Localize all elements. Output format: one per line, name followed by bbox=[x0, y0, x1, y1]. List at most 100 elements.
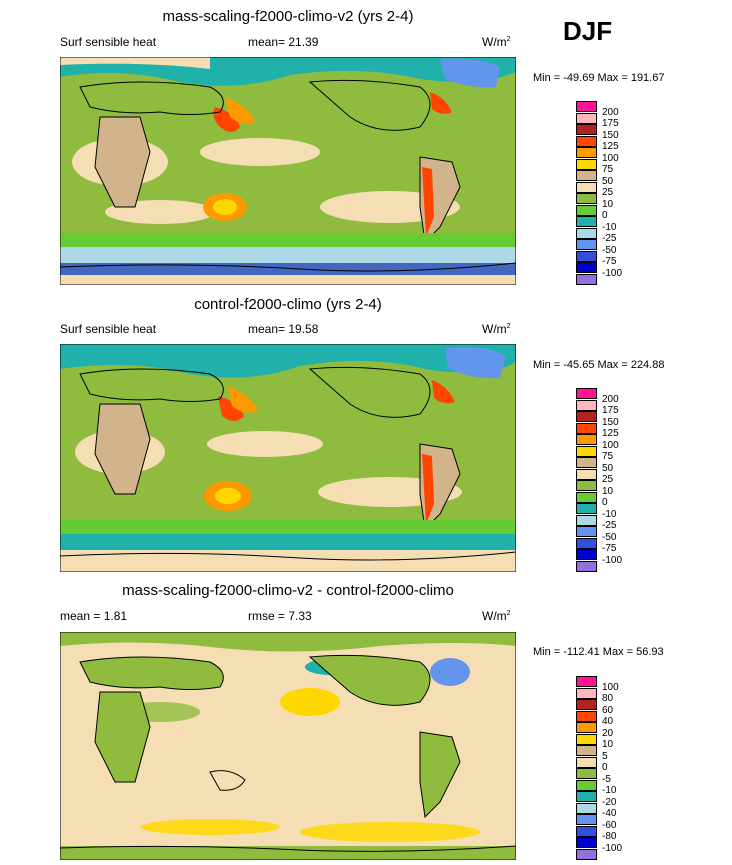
colorbar-tick-label: 80 bbox=[602, 693, 614, 704]
colorbar-tick-label: -100 bbox=[602, 267, 623, 279]
colorbar-swatch bbox=[576, 181, 597, 193]
colorbar-swatch bbox=[576, 457, 597, 468]
colorbar-swatch bbox=[576, 112, 597, 124]
colorbar-tick-label: -10 bbox=[602, 221, 617, 233]
colorbar-tick-label: 50 bbox=[602, 462, 614, 474]
colorbar-swatch bbox=[576, 560, 597, 572]
panel-3-units: W/m2 bbox=[482, 609, 511, 623]
colorbar-swatch bbox=[576, 158, 597, 170]
colorbar-tick-label: 125 bbox=[602, 428, 619, 439]
colorbar-tick-label: -40 bbox=[602, 808, 617, 819]
colorbar-swatch bbox=[576, 676, 597, 687]
colorbar-swatch bbox=[576, 399, 597, 411]
panel-3-map bbox=[60, 632, 516, 860]
colorbar-tick-label: -20 bbox=[602, 796, 617, 808]
colorbar-swatch bbox=[576, 848, 597, 860]
colorbar-swatch bbox=[576, 422, 597, 434]
colorbar-tick-label: 150 bbox=[602, 129, 619, 141]
colorbar-swatch bbox=[576, 814, 597, 825]
colorbar-swatch bbox=[576, 710, 597, 722]
colorbar-swatch bbox=[576, 193, 597, 204]
colorbar-tick-label: 125 bbox=[602, 141, 619, 152]
colorbar-tick-label: 20 bbox=[602, 727, 614, 739]
colorbar-tick-label: -100 bbox=[602, 842, 623, 854]
colorbar-swatch bbox=[576, 779, 597, 791]
colorbar-tick-label: 25 bbox=[602, 474, 614, 485]
colorbar-tick-label: -100 bbox=[602, 554, 623, 566]
colorbar-tick-label: 10 bbox=[602, 198, 614, 210]
colorbar-swatch bbox=[576, 687, 597, 699]
colorbar-tick-label: -10 bbox=[602, 508, 617, 520]
colorbar-tick-label: 0 bbox=[602, 762, 608, 773]
panel-2-units: W/m2 bbox=[482, 322, 511, 336]
panel-3-rmse: rmse = 7.33 bbox=[248, 609, 312, 623]
panel-3-mean: mean = 1.81 bbox=[60, 609, 128, 623]
colorbar-swatch bbox=[576, 537, 597, 549]
panel-2-minmax: Min = -45.65 Max = 224.88 bbox=[533, 359, 665, 371]
panel-1-mean: mean= 21.39 bbox=[248, 35, 319, 49]
colorbar-swatch bbox=[576, 699, 597, 710]
colorbar-swatch bbox=[576, 514, 597, 526]
colorbar-swatch bbox=[576, 135, 597, 147]
colorbar-tick-label: 175 bbox=[602, 118, 619, 129]
colorbar-swatch bbox=[576, 745, 597, 756]
colorbar-tick-label: -10 bbox=[602, 785, 617, 796]
colorbar-tick-label: 60 bbox=[602, 704, 614, 716]
colorbar-tick-label: 25 bbox=[602, 187, 614, 198]
colorbar-tick-label: -75 bbox=[602, 256, 617, 267]
colorbar-swatch bbox=[576, 491, 597, 503]
colorbar-swatch bbox=[576, 756, 597, 768]
colorbar-tick-label: 0 bbox=[602, 497, 608, 508]
colorbar-swatch bbox=[576, 204, 597, 216]
colorbar-tick-label: 5 bbox=[602, 750, 608, 762]
colorbar-tick-label: 50 bbox=[602, 175, 614, 187]
colorbar-swatch bbox=[576, 768, 597, 779]
colorbar-swatch bbox=[576, 216, 597, 227]
colorbar-swatch bbox=[576, 837, 597, 848]
colorbar-tick-label: 10 bbox=[602, 485, 614, 497]
colorbar-swatch bbox=[576, 791, 597, 802]
colorbar-tick-label: 100 bbox=[602, 152, 619, 164]
colorbar-swatch bbox=[576, 170, 597, 181]
colorbar-tick-label: 100 bbox=[602, 439, 619, 451]
colorbar-tick-label: 200 bbox=[602, 106, 619, 118]
panel-1-map bbox=[60, 57, 516, 285]
colorbar-tick-label: -50 bbox=[602, 244, 617, 256]
colorbar-swatch bbox=[576, 411, 597, 422]
colorbar-swatch bbox=[576, 549, 597, 560]
colorbar-tick-label: 100 bbox=[602, 681, 619, 693]
colorbar-swatch bbox=[576, 250, 597, 262]
panel-2-map bbox=[60, 344, 516, 572]
colorbar-swatch bbox=[576, 722, 597, 733]
colorbar-swatch bbox=[576, 526, 597, 537]
colorbar-swatch bbox=[576, 262, 597, 273]
colorbar-tick-label: -50 bbox=[602, 531, 617, 543]
panel-2-mean: mean= 19.58 bbox=[248, 322, 319, 336]
colorbar-tick-label: -25 bbox=[602, 520, 617, 531]
colorbar-swatch bbox=[576, 825, 597, 837]
colorbar-swatch bbox=[576, 273, 597, 285]
panel-2-variable-label: Surf sensible heat bbox=[60, 322, 157, 336]
colorbar-swatch bbox=[576, 239, 597, 250]
colorbar-tick-label: -60 bbox=[602, 819, 617, 831]
panel-3-title: mass-scaling-f2000-climo-v2 - control-f2… bbox=[122, 582, 454, 599]
colorbar-swatch bbox=[576, 445, 597, 457]
panel-1-minmax: Min = -49.69 Max = 191.67 bbox=[533, 72, 665, 84]
colorbar-swatch bbox=[576, 101, 597, 112]
colorbar-tick-label: 40 bbox=[602, 716, 614, 727]
season-label: DJF bbox=[563, 16, 613, 46]
panel-1-title: mass-scaling-f2000-climo-v2 (yrs 2-4) bbox=[162, 8, 414, 25]
colorbar-swatch bbox=[576, 468, 597, 480]
colorbar-tick-label: 0 bbox=[602, 210, 608, 221]
colorbar-swatch bbox=[576, 124, 597, 135]
colorbar-tick-label: -75 bbox=[602, 543, 617, 554]
colorbar-swatch bbox=[576, 434, 597, 445]
colorbar-tick-label: 150 bbox=[602, 416, 619, 428]
colorbar-tick-label: -80 bbox=[602, 831, 617, 842]
colorbar-swatch bbox=[576, 227, 597, 239]
colorbar-tick-label: 200 bbox=[602, 393, 619, 405]
colorbar-swatch bbox=[576, 147, 597, 158]
panel-2-title: control-f2000-climo (yrs 2-4) bbox=[194, 296, 382, 313]
panel-1-units: W/m2 bbox=[482, 35, 511, 49]
colorbar-swatch bbox=[576, 733, 597, 745]
